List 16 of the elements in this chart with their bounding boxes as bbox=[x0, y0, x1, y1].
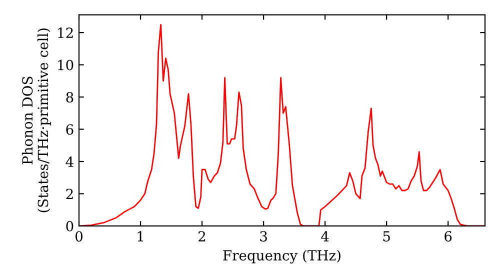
x-tick-label: 3 bbox=[260, 231, 267, 242]
y-tick-label: 12 bbox=[58, 28, 73, 38]
x-tick-label: 0 bbox=[75, 231, 82, 242]
y-tick-label: 8 bbox=[66, 92, 74, 103]
x-tick-label: 5 bbox=[383, 231, 390, 242]
y-tick-label: 0 bbox=[66, 220, 74, 232]
x-tick-label: 4 bbox=[321, 231, 329, 242]
x-axis-title: Frequency (THz) bbox=[223, 250, 340, 264]
x-tick-label: 1 bbox=[138, 231, 143, 242]
y-tick-label: 4 bbox=[66, 156, 74, 167]
y-axis-title: Phonon DOS (States/THz·primitive cell) bbox=[22, 28, 51, 212]
y-tick-label: 10 bbox=[58, 60, 74, 70]
x-tick-label: 6 bbox=[444, 231, 452, 242]
y-tick-label: 6 bbox=[66, 124, 74, 135]
y-tick-label: 2 bbox=[66, 188, 73, 200]
x-tick-label: 2 bbox=[198, 231, 206, 242]
